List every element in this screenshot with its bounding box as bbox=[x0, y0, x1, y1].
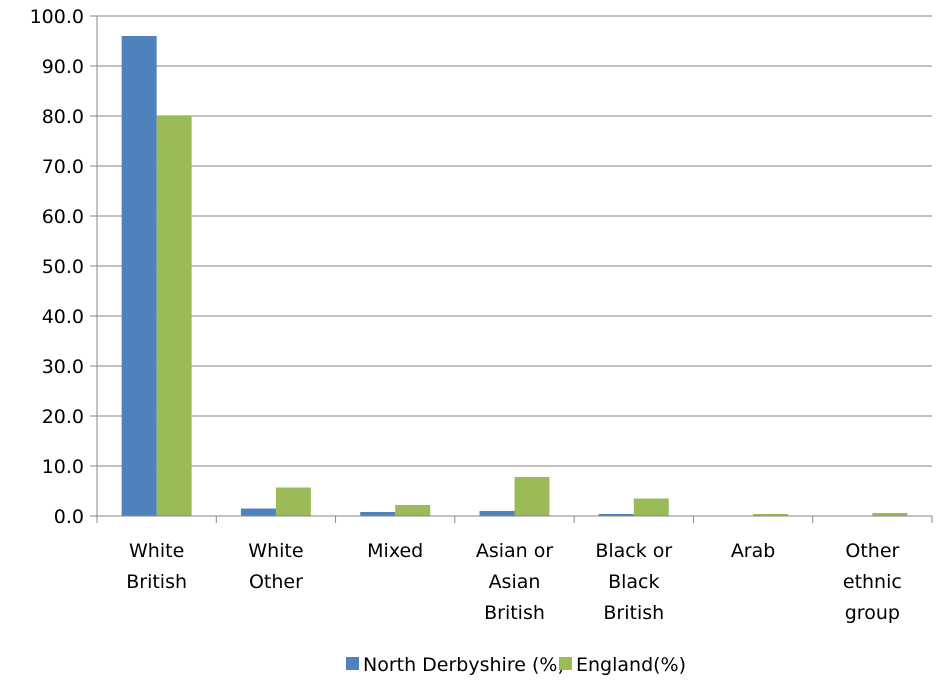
y-tick-label: 80.0 bbox=[42, 106, 84, 128]
x-category-label: Arab bbox=[731, 540, 776, 562]
y-tick-labels: 0.0 10.0 20.0 30.0 40.0 50.0 60.0 70.0 80.0 90.0 1… bbox=[30, 6, 84, 528]
y-tick-label: 0.0 bbox=[54, 506, 84, 528]
bar bbox=[360, 512, 396, 516]
legend-swatch bbox=[346, 657, 359, 670]
legend-swatch bbox=[559, 657, 572, 670]
bar bbox=[156, 116, 192, 516]
x-category-label: Black or Black British bbox=[595, 540, 672, 624]
bar bbox=[598, 514, 634, 516]
x-category-label-line: ethnic bbox=[843, 571, 902, 593]
x-category-label-line: Other bbox=[249, 571, 303, 593]
x-category-label: Asian or Asian British bbox=[476, 540, 554, 624]
axes bbox=[90, 15, 933, 523]
x-category-label-line: British bbox=[126, 571, 187, 593]
y-tick-label: 100.0 bbox=[30, 6, 84, 28]
legend-label: England(%) bbox=[576, 654, 686, 676]
x-category-label: Mixed bbox=[367, 540, 423, 562]
y-tick-label: 30.0 bbox=[42, 356, 84, 378]
bar bbox=[872, 513, 908, 516]
x-category-label-line: Mixed bbox=[367, 540, 423, 562]
x-category-label-line: Black or bbox=[595, 540, 672, 562]
x-category-label-line: White bbox=[248, 540, 303, 562]
x-category-label: White Other bbox=[248, 540, 303, 593]
y-tick-label: 10.0 bbox=[42, 456, 84, 478]
x-category-label-line: White bbox=[129, 540, 184, 562]
bar bbox=[121, 36, 157, 516]
bar bbox=[514, 477, 550, 516]
x-category-label-line: Asian bbox=[489, 571, 541, 593]
x-category-label: Other ethnic group bbox=[843, 540, 902, 624]
bar bbox=[753, 514, 789, 516]
bar bbox=[240, 508, 276, 516]
x-category-label-line: Black bbox=[608, 571, 659, 593]
x-category-label-line: Asian or bbox=[476, 540, 554, 562]
y-tick-label: 40.0 bbox=[42, 306, 84, 328]
x-category-label-line: Arab bbox=[731, 540, 776, 562]
bar bbox=[479, 511, 515, 516]
y-tick-label: 50.0 bbox=[42, 256, 84, 278]
legend-label: North Derbyshire (%) bbox=[363, 654, 565, 676]
bar bbox=[275, 487, 311, 516]
x-category-label-line: group bbox=[845, 602, 900, 624]
gridlines bbox=[97, 15, 932, 467]
x-category-label-line: British bbox=[484, 602, 545, 624]
y-tick-label: 90.0 bbox=[42, 56, 84, 78]
bar bbox=[633, 498, 669, 516]
bars bbox=[121, 36, 908, 516]
legend: North Derbyshire (%) England(%) bbox=[346, 654, 686, 676]
x-category-label: White British bbox=[126, 540, 187, 593]
x-category-label-line: British bbox=[603, 602, 664, 624]
bar bbox=[395, 505, 431, 516]
y-tick-label: 20.0 bbox=[42, 406, 84, 428]
y-tick-label: 60.0 bbox=[42, 206, 84, 228]
x-category-label-line: Other bbox=[845, 540, 899, 562]
y-tick-label: 70.0 bbox=[42, 156, 84, 178]
